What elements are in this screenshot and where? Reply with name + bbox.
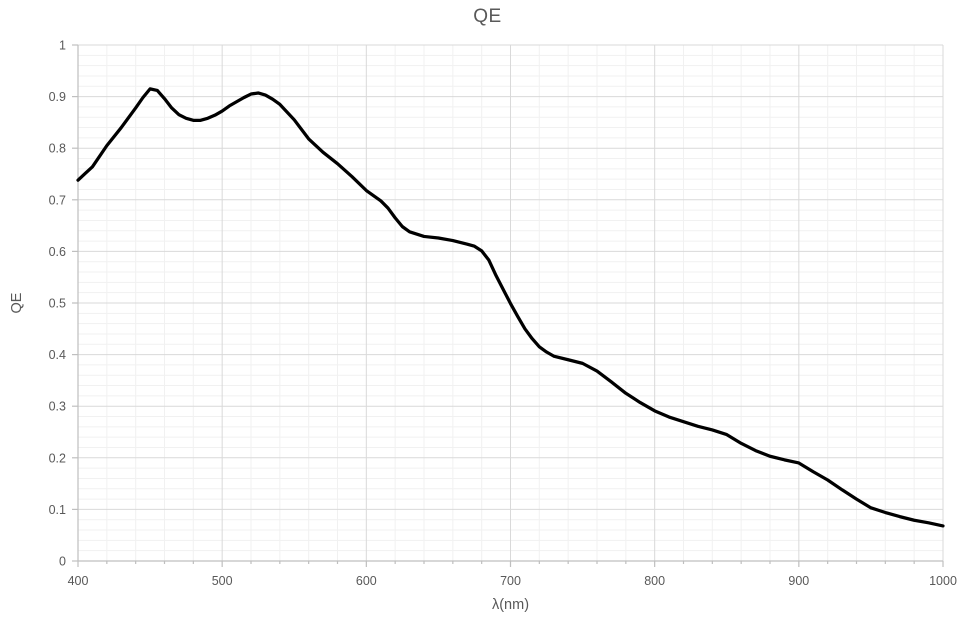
y-tick-label: 0.4	[49, 348, 66, 362]
series-lines	[76, 87, 945, 528]
chart-title: QE	[473, 6, 502, 27]
y-tick-label: 0.3	[49, 400, 66, 414]
y-tick-label: 0.5	[49, 297, 66, 311]
series-line-qe	[76, 87, 945, 528]
x-tick-label: 400	[68, 574, 89, 588]
x-tick-label: 800	[644, 574, 665, 588]
y-tick-label: 1	[59, 39, 66, 53]
x-tick-label: 900	[788, 574, 809, 588]
y-tick-label: 0.8	[49, 142, 66, 156]
x-axis-title: λ(nm)	[491, 597, 530, 613]
y-tick-label: 0.6	[49, 245, 66, 259]
x-tick-label: 500	[212, 574, 233, 588]
y-tick-label: 0.2	[49, 451, 66, 465]
x-tick-label: 1000	[929, 574, 957, 588]
y-tick-label: 0.7	[49, 193, 66, 207]
x-tick-label: 600	[356, 574, 377, 588]
axis-ticks	[72, 44, 944, 567]
y-axis-title: QE	[9, 292, 25, 314]
y-tick-label: 0.9	[49, 90, 66, 104]
y-tick-label: 0.1	[49, 503, 66, 517]
y-tick-label: 0	[59, 555, 66, 569]
x-tick-label: 700	[500, 574, 521, 588]
axis-tick-labels: 400 500 600 700 800 900 1000 0 0.1 0.2 0.3 0.4 0.5 0.…	[49, 39, 957, 589]
